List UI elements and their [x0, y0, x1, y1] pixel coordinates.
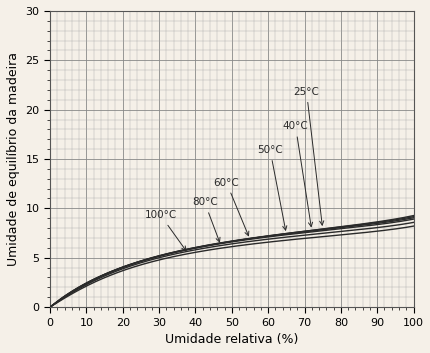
X-axis label: Umidade relativa (%): Umidade relativa (%) — [165, 333, 298, 346]
Text: 40°C: 40°C — [282, 121, 312, 227]
Text: 25°C: 25°C — [293, 87, 323, 225]
Text: 60°C: 60°C — [213, 178, 248, 236]
Y-axis label: Umidade de equilíbrio da madeira: Umidade de equilíbrio da madeira — [7, 52, 20, 266]
Text: 50°C: 50°C — [257, 145, 286, 230]
Text: 80°C: 80°C — [191, 197, 219, 242]
Text: 100°C: 100°C — [144, 210, 185, 251]
